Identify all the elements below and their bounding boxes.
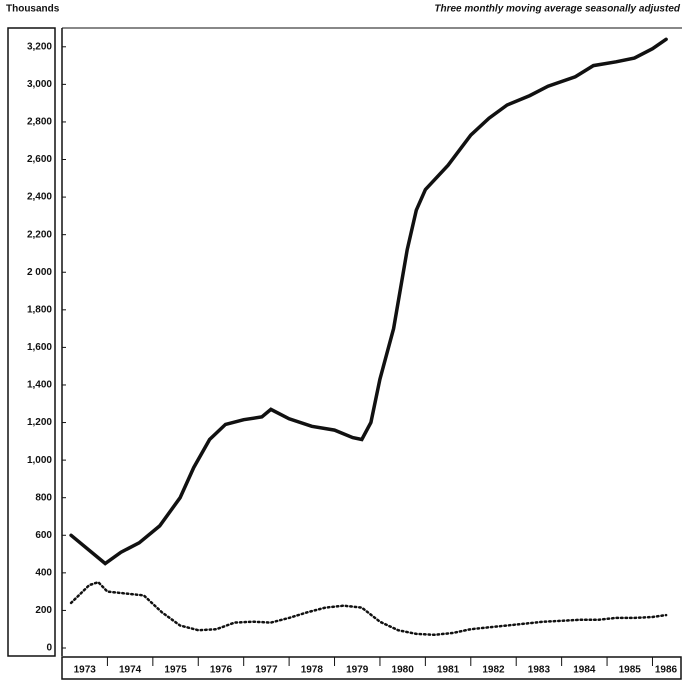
x-tick-label: 1973	[74, 665, 97, 676]
y-tick-label: 600	[35, 530, 52, 541]
y-tick-label: 1,800	[27, 304, 52, 315]
y-tick-label: 3,200	[27, 41, 52, 52]
x-tick-label: 1985	[619, 665, 642, 676]
y-tick-label: 2,200	[27, 229, 52, 240]
solid-line	[69, 37, 668, 566]
y-tick-label: 1,400	[27, 380, 52, 391]
y-tick-label: 2 000	[27, 267, 52, 278]
chart-subtitle: Three monthly moving average seasonally …	[434, 4, 681, 15]
x-tick-label: 1979	[346, 665, 369, 676]
y-tick-label: 2,400	[27, 192, 52, 203]
y-axis-box	[7, 27, 56, 657]
chart-title: Thousands	[6, 4, 60, 15]
dotted-line	[69, 580, 668, 637]
y-tick-label: 800	[35, 492, 52, 503]
y-tick-label: 3,000	[27, 79, 52, 90]
x-tick-label: 1982	[482, 665, 505, 676]
x-tick-label: 1978	[301, 665, 324, 676]
y-tick-label: 1,000	[27, 455, 52, 466]
x-tick-label: 1986	[655, 665, 678, 676]
x-tick-label: 1983	[528, 665, 551, 676]
y-tick-label: 2,800	[27, 117, 52, 128]
y-tick-label: 1,200	[27, 417, 52, 428]
x-tick-label: 1976	[210, 665, 233, 676]
y-tick-label: 2,600	[27, 154, 52, 165]
x-tick-label: 1977	[255, 665, 278, 676]
y-tick-label: 200	[35, 605, 52, 616]
x-axis-box	[61, 656, 682, 680]
x-tick-label: 1980	[392, 665, 415, 676]
y-tick-label: 1,600	[27, 342, 52, 353]
x-tick-label: 1984	[573, 665, 596, 676]
y-tick-label: 0	[46, 643, 52, 654]
x-tick-label: 1975	[164, 665, 187, 676]
y-tick-label: 400	[35, 567, 52, 578]
x-tick-label: 1981	[437, 665, 460, 676]
x-tick-label: 1974	[119, 665, 142, 676]
